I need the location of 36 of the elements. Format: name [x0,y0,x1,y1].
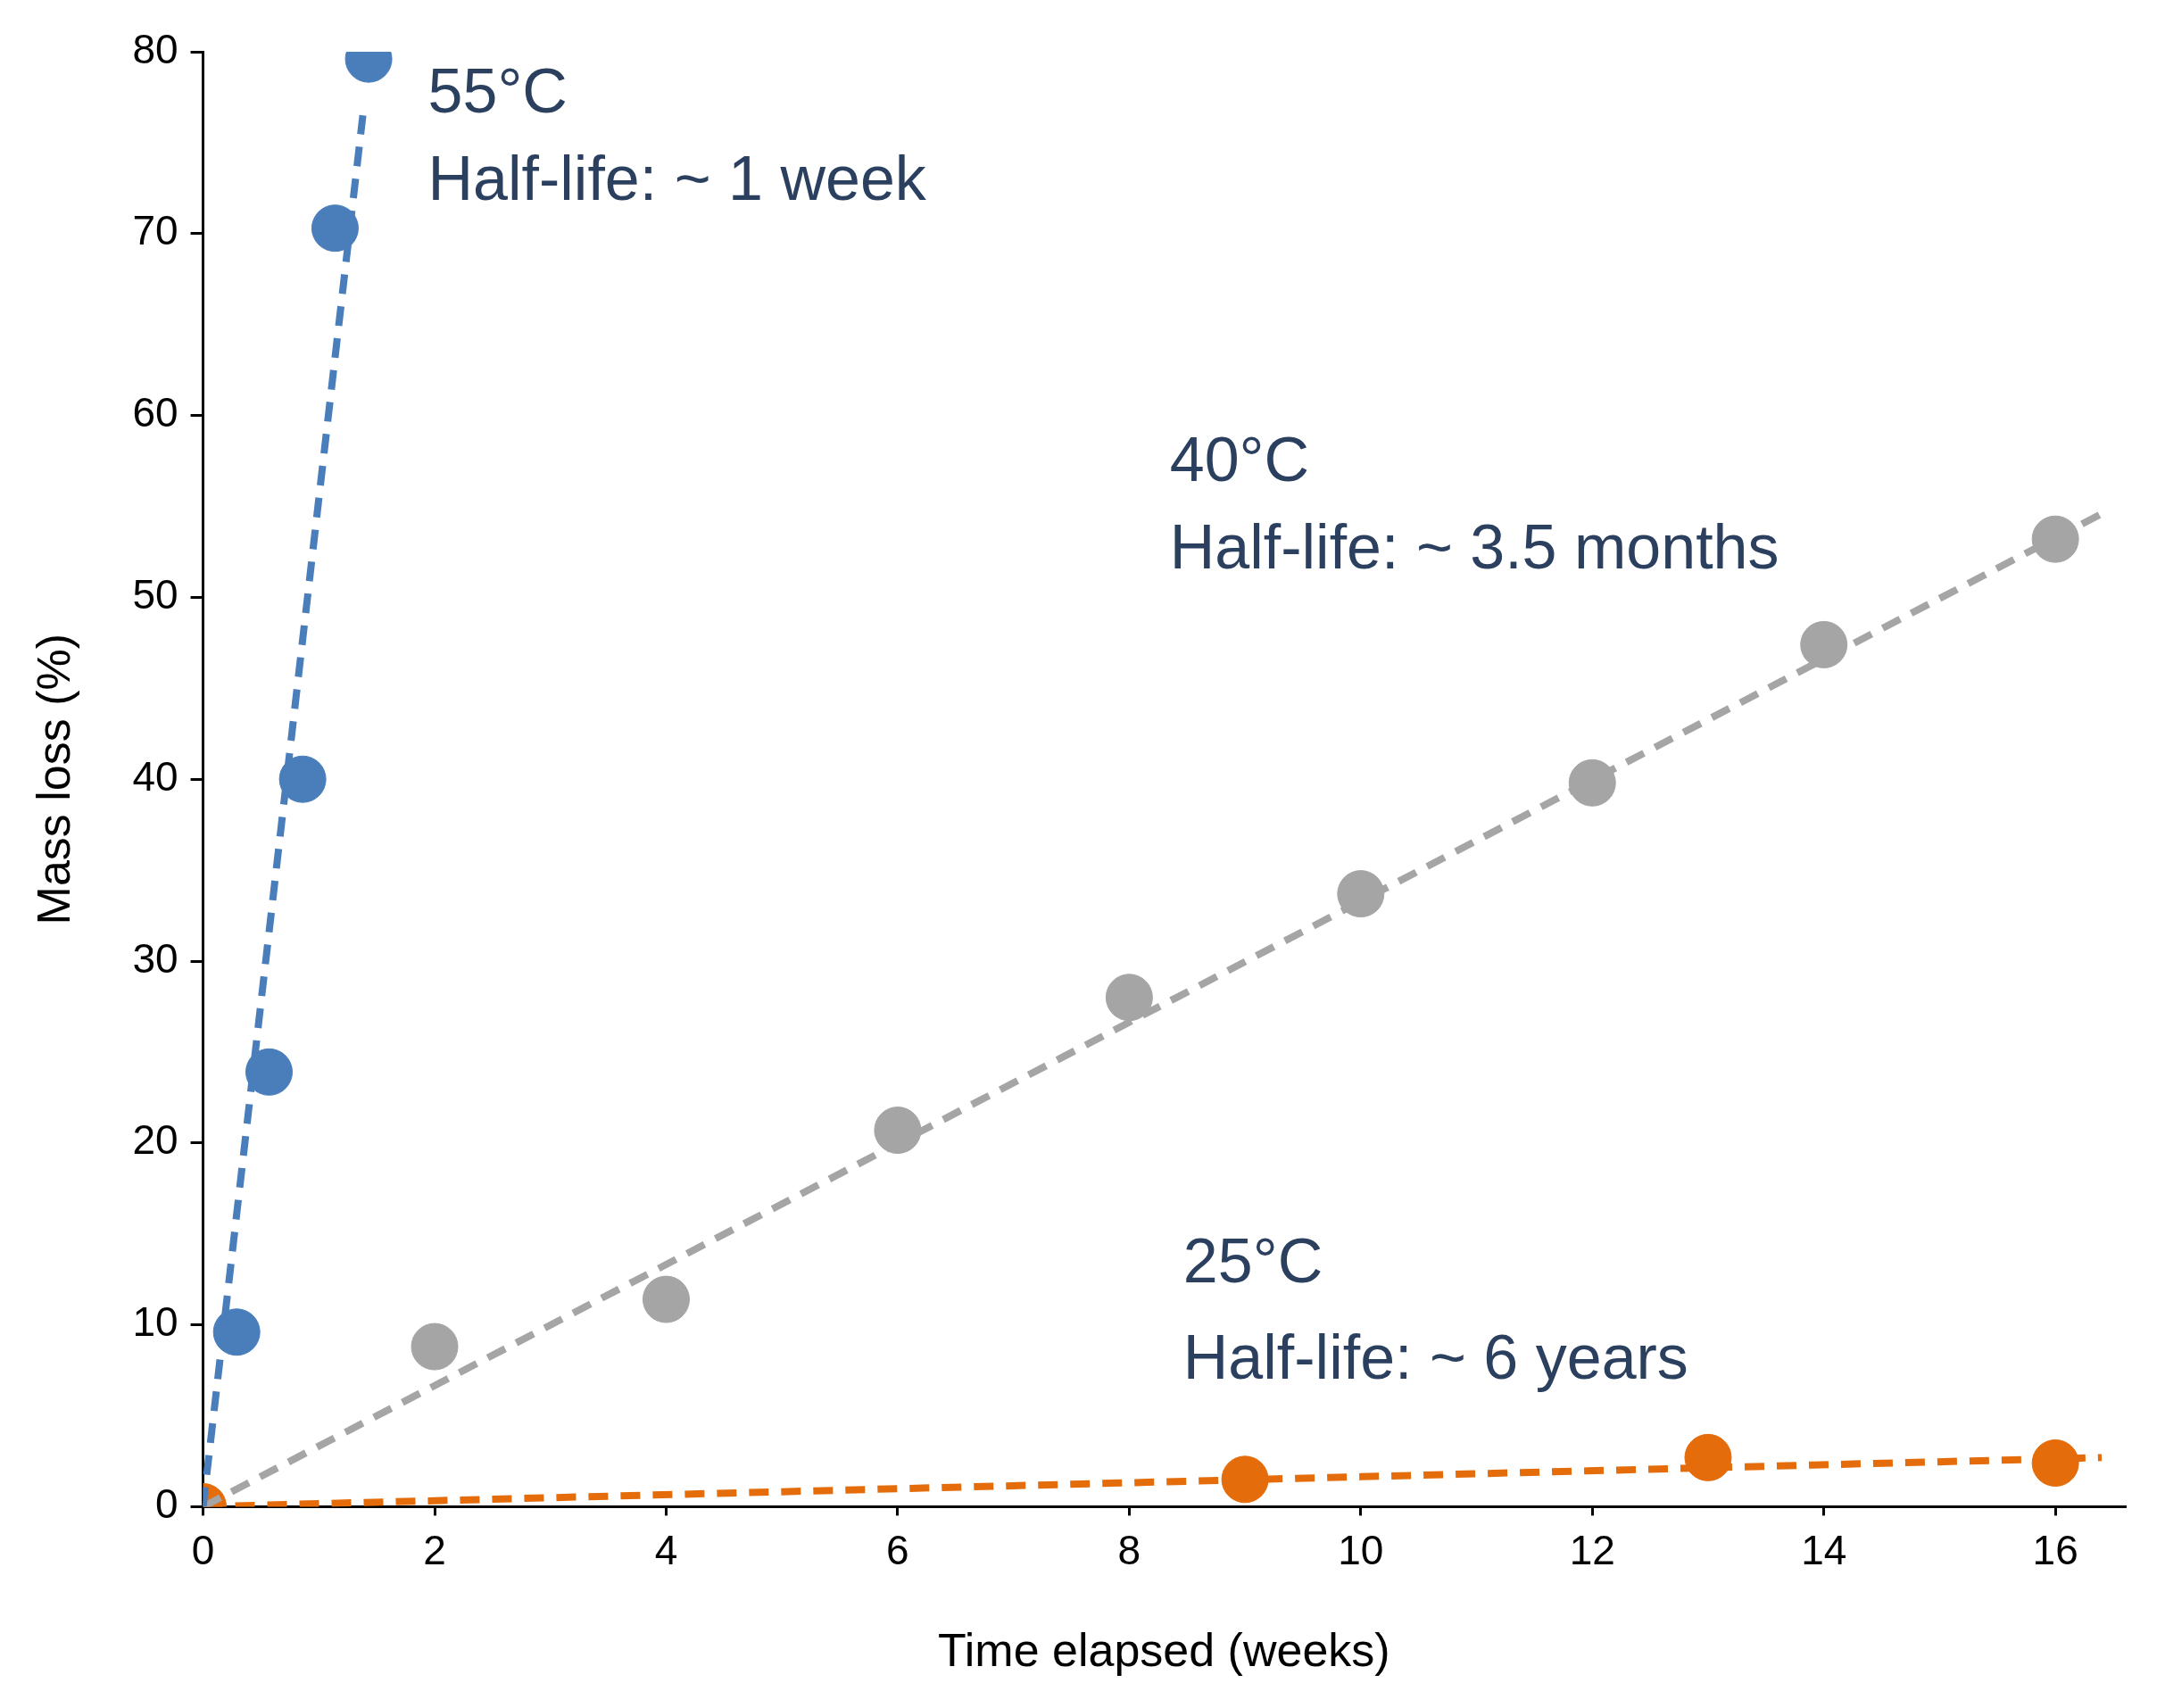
annotation: 55°C [427,56,568,127]
y-tick-label: 40 [132,752,178,800]
point [311,204,359,253]
annotation: 40°C [1169,424,1310,494]
annotation: Half-life: ~ 6 years [1182,1322,1688,1392]
point [278,755,327,803]
x-axis-title: Time elapsed (weeks) [937,1624,1390,1677]
x-tick-label: 12 [1569,1526,1615,1573]
y-axis-title: Mass loss (%) [27,633,79,925]
y-tick-label: 50 [132,571,178,618]
y-tick-label: 0 [154,1480,178,1528]
x-tick-label: 4 [654,1526,678,1573]
y-tick-label: 70 [132,207,178,254]
annotation: 25°C [1182,1226,1323,1297]
x-tick-label: 14 [1801,1526,1847,1573]
x-tick-label: 16 [2032,1526,2078,1573]
point [212,1308,261,1356]
point [1105,974,1153,1022]
y-tick-label: 10 [132,1298,178,1346]
point [1800,620,1848,668]
point [411,1322,459,1371]
point [245,1048,294,1096]
point [642,1275,690,1323]
y-tick-label: 60 [132,389,178,436]
x-tick-label: 0 [191,1526,215,1573]
point [874,1107,922,1155]
y-tick-label: 30 [132,934,178,982]
y-tick-label: 20 [132,1116,178,1164]
annotation: Half-life: ~ 1 week [427,144,927,214]
point [1221,1455,1269,1504]
y-tick-label: 80 [132,25,178,72]
x-tick-label: 10 [1338,1526,1384,1573]
x-tick-label: 6 [886,1526,909,1573]
x-tick-label: 8 [1117,1526,1141,1573]
annotation: Half-life: ~ 3.5 months [1169,511,1779,582]
x-tick-label: 2 [423,1526,446,1573]
